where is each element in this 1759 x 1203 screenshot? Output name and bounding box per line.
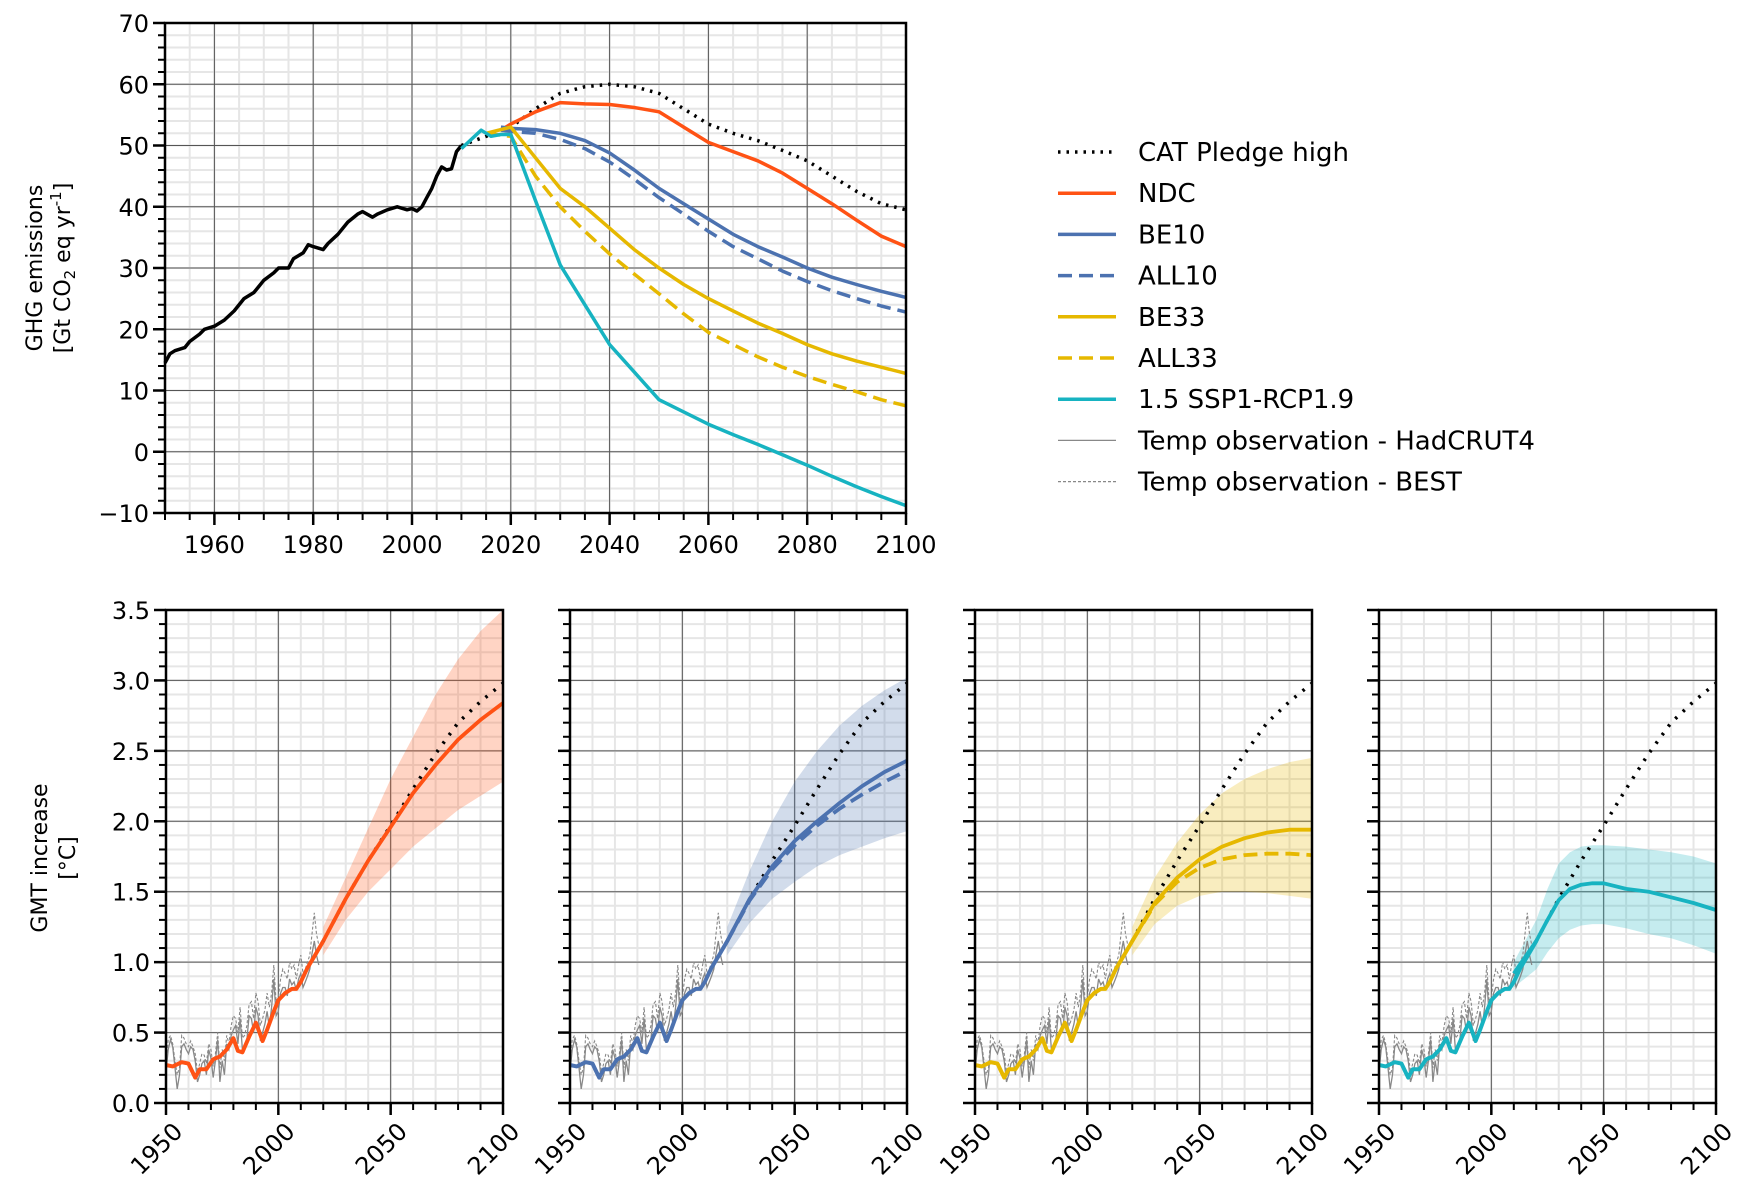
legend-label: 1.5 SSP1-RCP1.9: [1138, 385, 1354, 415]
obs-best-line: [1378, 912, 1533, 1075]
y-tick-label: 1.5: [112, 879, 150, 907]
gmt-historical-line: [1378, 939, 1539, 1080]
gmt-ylabel-line1: GMT increase: [28, 783, 53, 932]
gmt-panels: 1950 2000 2050 2100 0.0 0.5 1.0 1.5 2.0 2.5 3.0 3.5…: [112, 597, 1738, 1180]
emissions-line-historical: [163, 144, 463, 364]
x-tick-label: 2000: [381, 531, 442, 559]
x-tick-label: 2050: [350, 1117, 413, 1180]
y-tick-label: 2.5: [112, 738, 150, 766]
x-tick-label: 1980: [283, 531, 344, 559]
obs-best-line: [974, 912, 1129, 1075]
emissions-ylabel-line2: [Gt CO2 eq yr-1]: [47, 183, 79, 354]
y-tick-label: 70: [118, 10, 149, 38]
y-tick-label: 2.0: [112, 808, 150, 836]
emissions-line-be10: [500, 125, 907, 300]
x-tick-label: 2100: [1271, 1117, 1334, 1180]
x-tick-label: 2060: [678, 531, 739, 559]
gmt-panel-4: 1950 2000 2050 2100: [1338, 608, 1738, 1180]
gmt-line-ndc: [321, 701, 505, 942]
gmt-historical-line: [974, 939, 1135, 1080]
legend: CAT Pledge high NDC BE10 ALL10 BE33 ALL33 1.5 …: [1058, 138, 1535, 498]
x-tick-label: 2080: [777, 531, 838, 559]
x-tick-label: 2050: [754, 1117, 817, 1180]
x-tick-label: 2100: [1675, 1117, 1738, 1180]
gmt-panel-3: 1950 2000 2050 2100: [934, 608, 1334, 1180]
uncertainty-band: [1132, 757, 1312, 956]
y-tick-label: 1.0: [112, 949, 150, 977]
x-tick-label: 2050: [1159, 1117, 1222, 1180]
emissions-line-all10: [500, 128, 907, 314]
y-tick-label: 0.0: [112, 1090, 150, 1118]
y-tick-label: 20: [118, 316, 149, 344]
uncertainty-band: [727, 677, 907, 956]
uncertainty-band: [1513, 845, 1716, 988]
x-tick-label: 2050: [1563, 1117, 1626, 1180]
x-tick-label: 2100: [866, 1117, 929, 1180]
y-tick-label: −10: [98, 500, 149, 528]
gmt-line-all10: [725, 768, 908, 942]
y-tick-label: 60: [118, 71, 149, 99]
obs-best-line: [165, 912, 320, 1075]
gmt-line-be10: [725, 759, 908, 942]
gmt-historical-line: [165, 939, 326, 1080]
emissions-line-1-5-ssp1-rcp1-9: [460, 128, 907, 508]
y-tick-label: 3.5: [112, 597, 150, 625]
y-tick-label: 10: [118, 378, 149, 406]
y-tick-label: 3.0: [112, 667, 150, 695]
legend-label: Temp observation - HadCRUT4: [1137, 426, 1535, 456]
y-tick-label: 0: [134, 439, 149, 467]
gmt-ylabel-line2: [°C]: [56, 836, 81, 880]
y-tick-label: 40: [118, 194, 149, 222]
gmt-panel-1: 1950 2000 2050 2100 0.0 0.5 1.0 1.5 2.0 2.5 3.0 3.5: [112, 597, 525, 1180]
x-tick-label: 2020: [480, 531, 541, 559]
axis-labels: GHG emissions [Gt CO2 eq yr-1] GMT incre…: [23, 183, 81, 933]
x-tick-label: 2000: [642, 1117, 705, 1180]
axes-frame: [164, 608, 505, 1105]
legend-label: BE10: [1138, 220, 1205, 250]
legend-label: BE33: [1138, 303, 1205, 333]
y-tick-label: 30: [118, 255, 149, 283]
obs-best-line: [569, 912, 724, 1075]
x-tick-label: 1950: [125, 1117, 188, 1180]
axes-frame: [568, 608, 909, 1105]
gmt-panel-2: 1950 2000 2050 2100: [529, 608, 929, 1180]
x-tick-label: 2000: [1451, 1117, 1514, 1180]
axes-frame: [1377, 608, 1718, 1105]
y-tick-label: 50: [118, 133, 149, 161]
emissions-line-all33: [485, 131, 907, 408]
x-tick-label: 1950: [934, 1117, 997, 1180]
y-tick-label: 0.5: [112, 1020, 150, 1048]
legend-label: ALL33: [1138, 344, 1218, 374]
gmt-historical-line: [569, 939, 730, 1080]
x-tick-label: 2100: [875, 531, 936, 559]
x-tick-label: 2100: [462, 1117, 525, 1180]
emissions-line-ndc: [499, 100, 907, 249]
x-tick-label: 2040: [579, 531, 640, 559]
legend-label: CAT Pledge high: [1138, 138, 1349, 168]
emissions-line-be33: [485, 125, 907, 376]
x-tick-label: 2000: [238, 1117, 301, 1180]
legend-label: Temp observation - BEST: [1137, 468, 1462, 498]
axes-frame: [973, 608, 1314, 1105]
emissions-ylabel-line1: GHG emissions: [23, 185, 48, 352]
emissions-panel: 1960 1980 2000 2020 2040 2060 2080 2100−1001020…: [98, 10, 936, 559]
uncertainty-band: [323, 610, 503, 956]
x-tick-label: 1950: [529, 1117, 592, 1180]
x-tick-label: 1960: [184, 531, 245, 559]
x-tick-label: 1950: [1338, 1117, 1401, 1180]
legend-label: ALL10: [1138, 262, 1218, 292]
legend-label: NDC: [1138, 179, 1196, 209]
x-tick-label: 2000: [1047, 1117, 1110, 1180]
gmt-line-1-5-ssp1-rcp1-9: [1512, 881, 1717, 975]
gmt-line-all33: [1130, 851, 1313, 942]
